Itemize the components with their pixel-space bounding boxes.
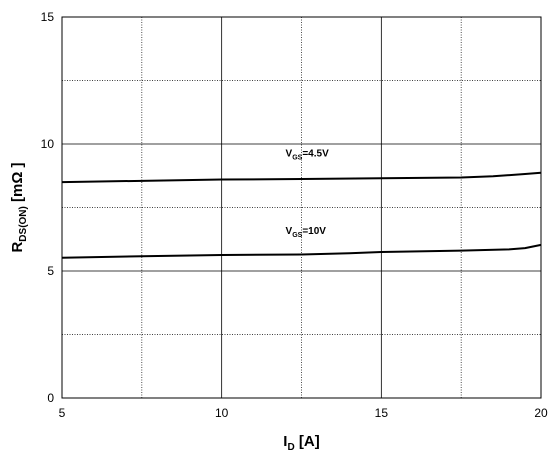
y-tick-label: 0 bbox=[47, 391, 54, 405]
x-tick-label: 10 bbox=[215, 406, 229, 420]
y-tick-label: 15 bbox=[41, 10, 55, 24]
y-axis-title-main: R bbox=[9, 242, 26, 253]
y-axis-title: RDS(ON) [mΩ ] bbox=[9, 162, 29, 252]
series-line-2 bbox=[61, 243, 542, 259]
series-label-2: VGS=10V bbox=[286, 226, 327, 239]
x-axis-title-subscript: D bbox=[287, 442, 294, 453]
y-axis-title-subscript: DS(ON) bbox=[18, 206, 29, 242]
x-axis-title-unit: [A] bbox=[295, 433, 320, 450]
y-tick-label: 10 bbox=[41, 137, 55, 151]
y-tick-label: 5 bbox=[47, 264, 54, 278]
x-axis-ticks: 5 10 15 20 bbox=[59, 406, 548, 420]
series-line-1 bbox=[61, 171, 542, 184]
x-axis-title-main: I bbox=[283, 433, 287, 450]
y-axis-ticks: 0 5 10 15 bbox=[41, 10, 55, 405]
x-tick-label: 15 bbox=[375, 406, 389, 420]
series-group: VGS=4.5V VGS=10V bbox=[61, 149, 542, 259]
plot-frame bbox=[61, 16, 542, 399]
grid bbox=[62, 17, 541, 398]
series-label-1: VGS=4.5V bbox=[286, 149, 330, 162]
x-tick-label: 20 bbox=[534, 406, 548, 420]
x-tick-label: 5 bbox=[59, 406, 66, 420]
y-axis-title-unit: [mΩ ] bbox=[9, 162, 26, 206]
x-axis-title: ID [A] bbox=[283, 433, 319, 453]
